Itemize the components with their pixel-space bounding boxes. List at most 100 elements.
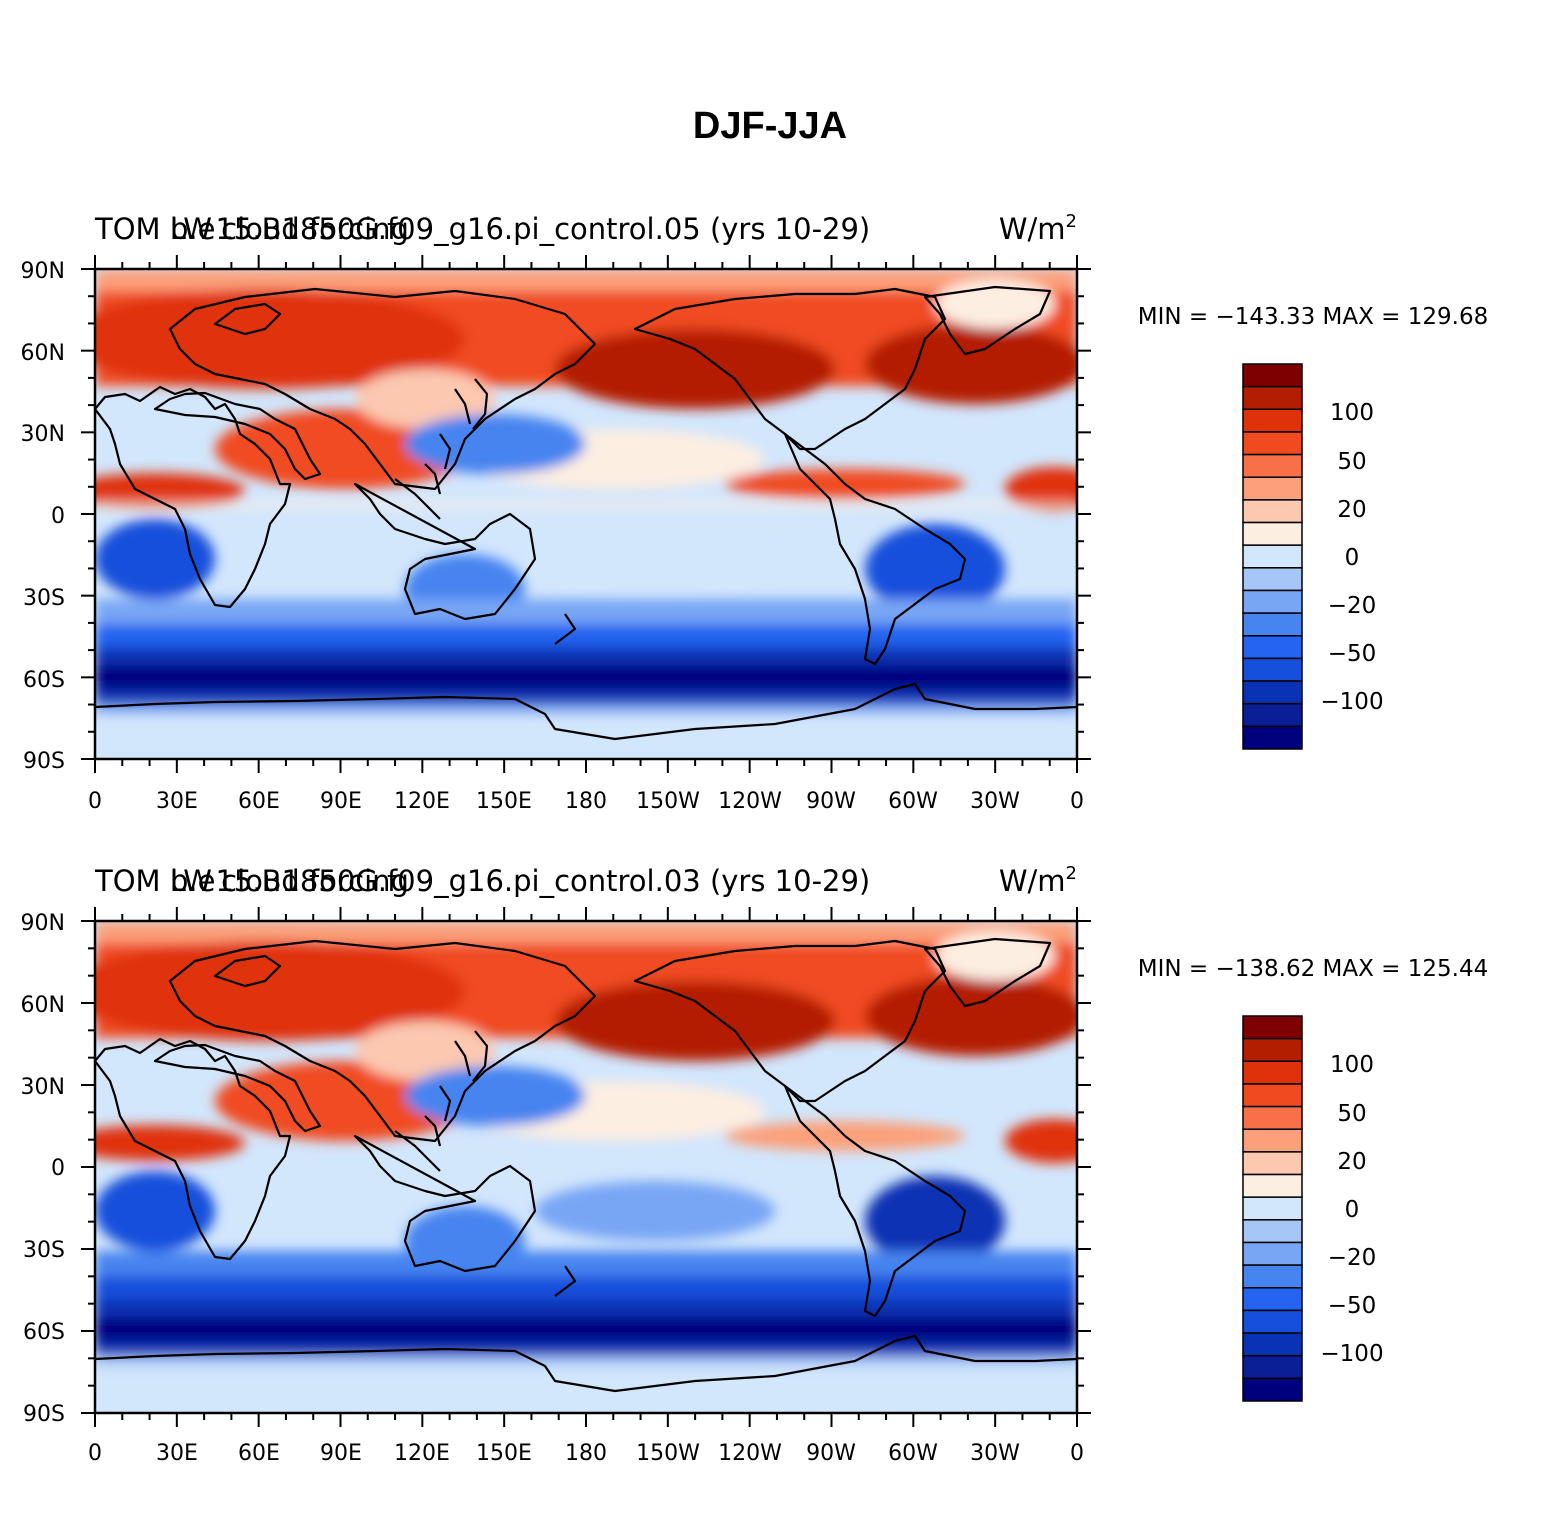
- colorbar-box: [1242, 1173, 1303, 1198]
- lon-label: 60W: [888, 1441, 938, 1466]
- colorbar-box: [1242, 499, 1303, 524]
- colorbar-box: [1242, 1151, 1303, 1176]
- lon-label: 30W: [970, 789, 1020, 814]
- colorbar-box: [1242, 408, 1303, 433]
- lon-label: 60E: [238, 1441, 280, 1466]
- lon-label: 180: [565, 1441, 607, 1466]
- panel-top-units: W/m2: [999, 211, 1077, 246]
- colorbar-box: [1242, 1060, 1303, 1085]
- lon-label: 90W: [806, 789, 856, 814]
- lon-label: 120E: [394, 1441, 450, 1466]
- panel-top-colorbar: [1242, 363, 1303, 750]
- colorbar-label: −20: [1328, 1245, 1377, 1271]
- lon-label: 90W: [806, 1441, 856, 1466]
- colorbar-box: [1242, 657, 1303, 682]
- colorbar-label: −20: [1328, 593, 1377, 619]
- colorbar-box: [1242, 589, 1303, 614]
- colorbar-box: [1242, 1219, 1303, 1244]
- lat-label: 60N: [21, 341, 65, 366]
- colorbar-label: 20: [1337, 1149, 1366, 1175]
- lon-label: 150E: [476, 789, 532, 814]
- colorbar-box: [1242, 1196, 1303, 1221]
- lat-label: 60S: [23, 1320, 65, 1345]
- colorbar-box: [1242, 1241, 1303, 1266]
- lon-label: 150E: [476, 1441, 532, 1466]
- colorbar-box: [1242, 1128, 1303, 1153]
- colorbar-box: [1242, 1309, 1303, 1334]
- panel-bottom-ticks: [81, 907, 1091, 1427]
- colorbar-box: [1242, 431, 1303, 456]
- lat-label: 30S: [23, 1238, 65, 1263]
- panel-top-stats: MIN = −143.33 MAX = 129.68: [1138, 304, 1489, 330]
- panel-top-center-title: b.e15.B1850G.f09_g16.pi_control.05 (yrs …: [170, 212, 870, 246]
- panel-bottom-left-title: TOM LW cloud forcing: [94, 864, 409, 898]
- colorbar-box: [1242, 702, 1303, 728]
- colorbar-label: 100: [1330, 1052, 1374, 1078]
- lon-label: 90E: [320, 789, 362, 814]
- lon-label: 60E: [238, 789, 280, 814]
- colorbar-box: [1242, 1377, 1303, 1402]
- colorbar-label: −50: [1328, 641, 1377, 667]
- lon-label: 0: [1070, 789, 1084, 814]
- colorbar-label: 50: [1337, 1101, 1366, 1127]
- colorbar-box: [1242, 1105, 1303, 1130]
- colorbar-box: [1242, 612, 1303, 637]
- colorbar-box: [1242, 1287, 1303, 1312]
- lat-label: 30S: [23, 586, 65, 611]
- panel-bottom: TOM LW cloud forcing b.e15.B1850G.f09_g1…: [21, 863, 1489, 1466]
- colorbar-label: 100: [1330, 400, 1374, 426]
- panel-bottom-center-title: b.e15.B1850G.f09_g16.pi_control.03 (yrs …: [170, 864, 870, 898]
- panel-bottom-lat-labels: 90N 60N 30N 0 30S 60S 90S: [21, 911, 65, 1427]
- panel-bottom-lon-labels: 0 30E 60E 90E 120E 150E 180 150W 120W 90…: [88, 1441, 1084, 1466]
- colorbar-box: [1242, 544, 1303, 569]
- colorbar-label: 0: [1345, 545, 1360, 571]
- panel-bottom-units: W/m2: [999, 863, 1077, 898]
- colorbar-box: [1242, 1264, 1303, 1289]
- lon-label: 0: [1070, 1441, 1084, 1466]
- lon-label: 120W: [718, 789, 782, 814]
- lon-label: 150W: [636, 789, 700, 814]
- panel-bottom-colorbar-labels: 100 50 20 0 −20 −50 −100: [1320, 1052, 1383, 1367]
- lon-label: 0: [88, 789, 102, 814]
- panel-top-ticks: [81, 255, 1091, 773]
- colorbar-label: 0: [1345, 1197, 1360, 1223]
- panel-bottom-map: [95, 921, 1077, 1413]
- panel-bottom-colorbar: [1242, 1015, 1303, 1402]
- figure-title: DJF-JJA: [693, 105, 847, 147]
- lat-label: 30N: [21, 422, 65, 447]
- lon-label: 120W: [718, 1441, 782, 1466]
- colorbar-label: 20: [1337, 497, 1366, 523]
- colorbar-label: 50: [1337, 449, 1366, 475]
- lat-label: 90S: [23, 749, 65, 774]
- lon-label: 30E: [156, 789, 198, 814]
- lat-label: 90N: [21, 911, 65, 936]
- lat-label: 30N: [21, 1075, 65, 1100]
- colorbar-box: [1242, 363, 1303, 388]
- colorbar-box: [1242, 635, 1303, 660]
- colorbar-box: [1242, 453, 1303, 478]
- colorbar-box: [1242, 1015, 1303, 1040]
- colorbar-label: −100: [1320, 689, 1383, 715]
- colorbar-box: [1242, 1354, 1303, 1380]
- lon-label: 150W: [636, 1441, 700, 1466]
- lon-label: 90E: [320, 1441, 362, 1466]
- colorbar-box: [1242, 567, 1303, 592]
- colorbar-label: −100: [1320, 1341, 1383, 1367]
- lat-label: 90N: [21, 259, 65, 284]
- lat-label: 60S: [23, 668, 65, 693]
- lon-label: 30W: [970, 1441, 1020, 1466]
- colorbar-box: [1242, 1332, 1303, 1357]
- colorbar-box: [1242, 1083, 1303, 1108]
- lat-label: 60N: [21, 993, 65, 1018]
- colorbar-box: [1242, 725, 1303, 750]
- lat-label: 90S: [23, 1402, 65, 1427]
- lon-label: 30E: [156, 1441, 198, 1466]
- panel-top-lat-labels: 90N 60N 30N 0 30S 60S 90S: [21, 259, 65, 774]
- lon-label: 60W: [888, 789, 938, 814]
- lon-label: 0: [88, 1441, 102, 1466]
- colorbar-box: [1242, 476, 1303, 501]
- colorbar-box: [1242, 680, 1303, 705]
- colorbar-label: −50: [1328, 1293, 1377, 1319]
- lat-label: 0: [51, 1156, 65, 1181]
